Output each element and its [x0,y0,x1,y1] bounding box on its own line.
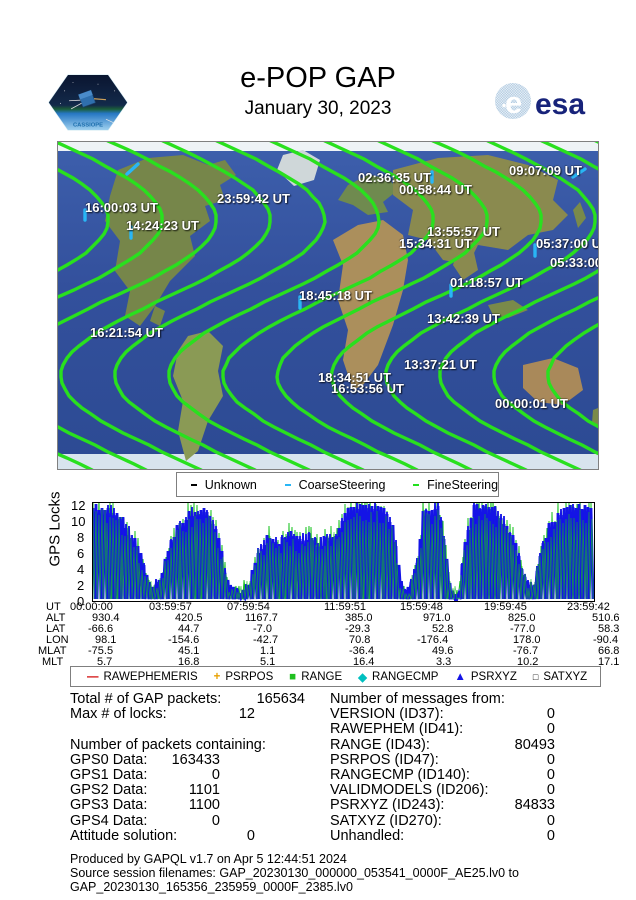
svg-text:CASSIOPE: CASSIOPE [73,123,103,129]
